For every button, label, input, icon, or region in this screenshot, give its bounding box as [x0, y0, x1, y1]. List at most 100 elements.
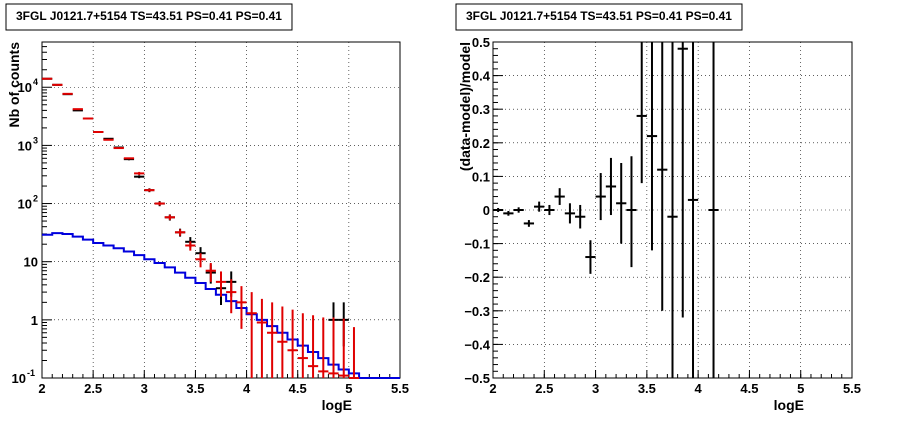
residual-point [493, 207, 504, 213]
residual-point [575, 204, 586, 229]
y-tick-label: 0.1 [472, 169, 490, 184]
model-point [134, 171, 145, 175]
model-point [338, 318, 349, 378]
plot-frame [41, 41, 401, 379]
model-point [226, 279, 237, 314]
series-group [493, 42, 719, 378]
grid [42, 42, 400, 378]
y-tick-label: 0.4 [472, 69, 491, 84]
residual-point [657, 42, 668, 311]
x-tick-label: 3 [141, 381, 148, 396]
y-tick-label: 10 [18, 80, 32, 95]
residual-panel: 2 2.5 3 3.5 4 4.5 5 5.5 −0.5 −0.4 −0.3 −0.2 −0.1 0 0.… [455, 3, 861, 413]
residual-point [554, 188, 565, 205]
y-tick-exponent: 3 [33, 135, 38, 145]
y-tick-label: 10 [24, 255, 38, 270]
x-tick-label: 4 [695, 381, 703, 396]
y-tick-label: −0.5 [464, 371, 490, 386]
model-point [215, 271, 227, 297]
y-tick-label: −0.3 [464, 304, 490, 319]
residual-point [585, 240, 596, 274]
y-tick-label: −0.2 [464, 270, 490, 285]
residual-point [503, 211, 514, 216]
x-tick-label: 2.5 [535, 381, 553, 396]
x-tick-label: 5 [797, 381, 804, 396]
model-step-line [42, 232, 400, 379]
y-tick-exponent: -1 [27, 368, 35, 378]
x-tick-label: 4.5 [289, 381, 307, 396]
model-point [174, 229, 186, 236]
grid [493, 42, 852, 378]
residual-point [616, 162, 627, 244]
residual-point [544, 204, 555, 216]
model-point [287, 309, 298, 378]
y-tick-label: 10 [18, 138, 32, 153]
model-point [185, 241, 196, 251]
residual-point [687, 42, 699, 378]
y-tick-exponent: 2 [33, 194, 38, 204]
y-axis-label: Nb of counts [6, 42, 22, 128]
x-tick-label: 5.5 [391, 381, 409, 396]
x-tick-label: 3.5 [638, 381, 656, 396]
y-axis-label: (data-model)/model [457, 42, 473, 171]
y-axis: −0.5 −0.4 −0.3 −0.2 −0.1 0 0.1 0.2 0.3 0.4 0.5 [464, 35, 503, 386]
x-axis-label: logE [774, 397, 804, 413]
residual-point [636, 42, 647, 184]
y-tick-label: 10 [12, 371, 26, 386]
residual-point [513, 207, 524, 213]
title-box: 3FGL J0121.7+5154 TS=43.51 PS=0.41 PS=0.… [455, 3, 743, 31]
x-tick-label: 2 [38, 381, 45, 396]
x-tick-label: 4 [243, 381, 251, 396]
x-tick-label: 5 [345, 381, 352, 396]
residual-point [646, 42, 658, 251]
y-tick-label: 10 [18, 197, 32, 212]
x-tick-label: 5.5 [843, 381, 861, 396]
y-tick-label: 1 [31, 313, 38, 328]
model-point [297, 313, 308, 378]
model-point [205, 262, 216, 282]
model-point [348, 327, 360, 379]
model-point [236, 286, 247, 329]
series-group [42, 77, 400, 379]
chart-title: 3FGL J0121.7+5154 TS=43.51 PS=0.41 PS=0.… [16, 9, 282, 23]
model-point [144, 188, 155, 192]
y-tick-label: 0.3 [472, 102, 490, 117]
x-axis: 2 2.5 3 3.5 4 4.5 5 5.5 [38, 370, 409, 396]
model-point [154, 201, 165, 206]
residual-point [595, 173, 606, 221]
residual-point [605, 157, 617, 216]
model-point [267, 302, 278, 378]
residual-point [564, 203, 576, 224]
x-tick-label: 2 [489, 381, 496, 396]
x-tick-label: 2.5 [84, 381, 102, 396]
residual-point [708, 42, 719, 378]
y-tick-label: 0 [483, 203, 490, 218]
y-tick-label: 0.2 [472, 136, 490, 151]
residual-point [677, 42, 688, 318]
x-axis-label: logE [322, 397, 352, 413]
model-point [246, 292, 257, 378]
model-point [256, 298, 268, 378]
x-tick-label: 3.5 [186, 381, 204, 396]
x-axis: 2 2.5 3 3.5 4 4.5 5 5.5 [489, 370, 861, 396]
residual-point [523, 220, 535, 227]
y-tick-label: 0.5 [472, 35, 490, 50]
model-point [318, 317, 329, 378]
model-point [164, 214, 175, 221]
model-point [195, 253, 206, 268]
model-point [307, 315, 319, 378]
y-tick-label: −0.4 [464, 337, 490, 352]
model-point [328, 317, 339, 378]
residual-point [667, 42, 678, 378]
y-tick-label: −0.1 [464, 237, 490, 252]
x-tick-label: 3 [592, 381, 599, 396]
y-tick-exponent: 4 [33, 77, 38, 87]
residual-point [626, 156, 637, 268]
data-point [134, 175, 145, 179]
residual-point [534, 201, 545, 212]
title-box: 3FGL J0121.7+5154 TS=43.51 PS=0.41 PS=0.… [5, 3, 293, 31]
chart-title: 3FGL J0121.7+5154 TS=43.51 PS=0.41 PS=0.… [466, 9, 732, 23]
